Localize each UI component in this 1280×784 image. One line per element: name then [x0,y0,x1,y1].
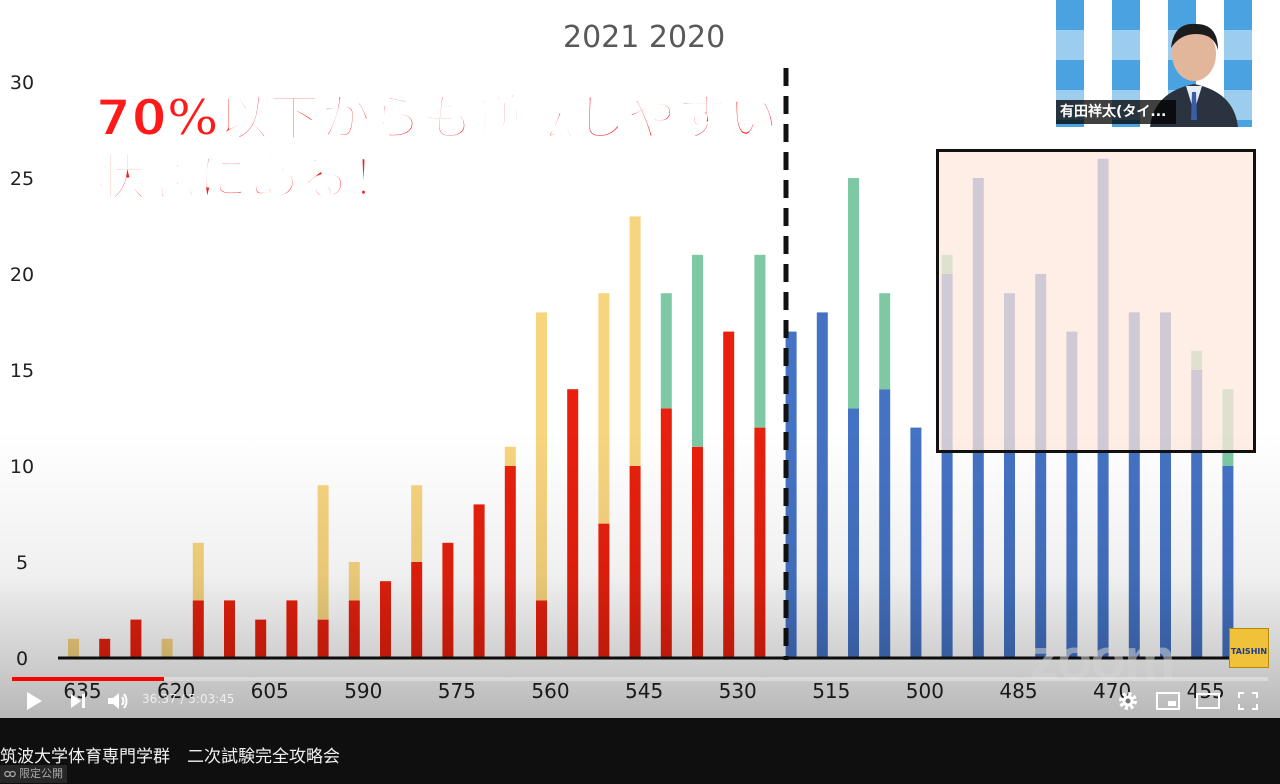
x-tick-label: 620 [157,679,195,703]
progress-bar-played [12,677,164,681]
bar-segment-top [598,293,610,524]
settings-icon [1119,692,1137,710]
bar-segment-base [1004,293,1015,658]
video-title: 筑波大学体育専門学群 二次試験完全攻略会 [0,747,340,767]
bar-segment-top [754,254,766,428]
bar-segment-base [1128,312,1140,658]
x-tick-label: 515 [812,679,850,703]
bar-segment-base [692,446,703,658]
play-button[interactable] [20,688,48,714]
bar-segment-base [1066,331,1078,658]
next-button[interactable] [64,688,92,714]
fullscreen-button[interactable] [1234,688,1262,714]
bar-segment-base [1035,274,1047,658]
bar-segment-base [504,466,516,658]
bar-segment-base [380,581,391,658]
bar-segment-top [660,293,672,409]
bar-segment-base [411,562,423,658]
bar-segment-base [224,600,235,658]
bar-segment-top [848,178,859,409]
bar-segment-base [598,523,610,658]
bar-segment-top [317,485,329,620]
progress-bar[interactable] [12,677,1268,681]
bar-segment-top [536,312,547,601]
bar-segment-base [910,427,922,658]
x-tick-label: 575 [438,679,476,703]
bar-segment-base [348,600,360,658]
volume-icon [108,693,128,709]
headline-line-2: 状態にある！ [95,148,402,208]
bar-segment-base [848,408,859,658]
bar-segment-base [567,389,579,658]
chart-legend-text: 2021 2020 [563,20,726,55]
bar-segment-top [879,293,891,390]
bar-segment-base [1191,370,1203,658]
fullscreen-icon [1238,692,1258,710]
taishin-logo: TAISHIN [1229,628,1269,668]
time-separator: / [176,692,189,706]
bar-segment-base [473,504,485,658]
y-tick-label: 25 [10,168,34,190]
volume-button[interactable] [104,688,132,714]
next-icon [71,694,85,708]
duration: 5:03:45 [188,692,235,706]
bar-segment-top [161,638,173,658]
y-tick-label: 15 [10,360,34,382]
participant-name-label: 有田祥太(タイ... [1056,100,1176,124]
x-tick-label: 500 [906,679,944,703]
bar-segment-top [192,542,204,601]
bar-segment-base [442,542,454,658]
y-tick-label: 5 [16,552,28,574]
bar-segment-base [754,427,766,658]
bar-segment-base [660,408,672,658]
bar-segment-base [286,600,298,658]
video-player[interactable]: 0 5 10 15 20 25 30 635 620 605 590 575 560 545 530 515 5… [0,0,1280,718]
bar-segment-base [816,312,828,658]
bar-segment-base [255,619,267,658]
x-tick-label: 530 [719,679,757,703]
bar-segment-top [504,446,516,466]
miniplayer-icon [1156,692,1180,710]
miniplayer-button[interactable] [1154,688,1182,714]
bar-segment-base [941,274,953,658]
bar-segment-top [692,254,703,447]
bar-segment-base [99,638,111,658]
y-tick-label: 0 [16,648,28,670]
bar-segment-base [130,619,142,658]
x-tick-label: 485 [999,679,1037,703]
settings-button[interactable] [1114,688,1142,714]
theater-icon [1196,693,1220,709]
theater-button[interactable] [1194,688,1222,714]
y-tick-label: 20 [10,264,34,286]
bar-segment-top [68,638,79,658]
bar-segment-base [723,331,735,658]
x-tick-label: 545 [625,679,663,703]
highlight-box [936,149,1256,453]
time-display: 36:37 / 5:03:45 [142,692,235,706]
bar-segment-base [192,600,204,658]
bar-segment-base [536,600,547,658]
visibility-badge: 限定公開 [0,765,67,783]
current-time: 36:37 [142,692,177,706]
zoom-watermark: zoom [1030,627,1175,692]
x-tick-label: 590 [344,679,382,703]
bar-segment-top [348,562,360,601]
bar-segment-base [629,466,641,658]
x-tick-label: 605 [251,679,289,703]
y-tick-label: 30 [10,72,34,94]
link-icon [4,770,16,778]
headline-line-1: 70%以下からも逆転しやすい [95,88,780,148]
bar-segment-base [1160,312,1171,658]
bar-segment-base [1222,466,1234,658]
visibility-label: 限定公開 [19,767,63,780]
bar-segment-base [785,331,797,658]
x-tick-label: 560 [531,679,569,703]
play-icon [27,692,42,710]
bar-segment-base [879,389,891,658]
bar-segment-top [411,485,423,562]
y-tick-label: 10 [10,456,34,478]
bar-segment-base [317,619,329,658]
bar-segment-top [629,216,641,466]
headline-annotation: 70%以下からも逆転しやすい 状態にある！ [95,88,780,208]
